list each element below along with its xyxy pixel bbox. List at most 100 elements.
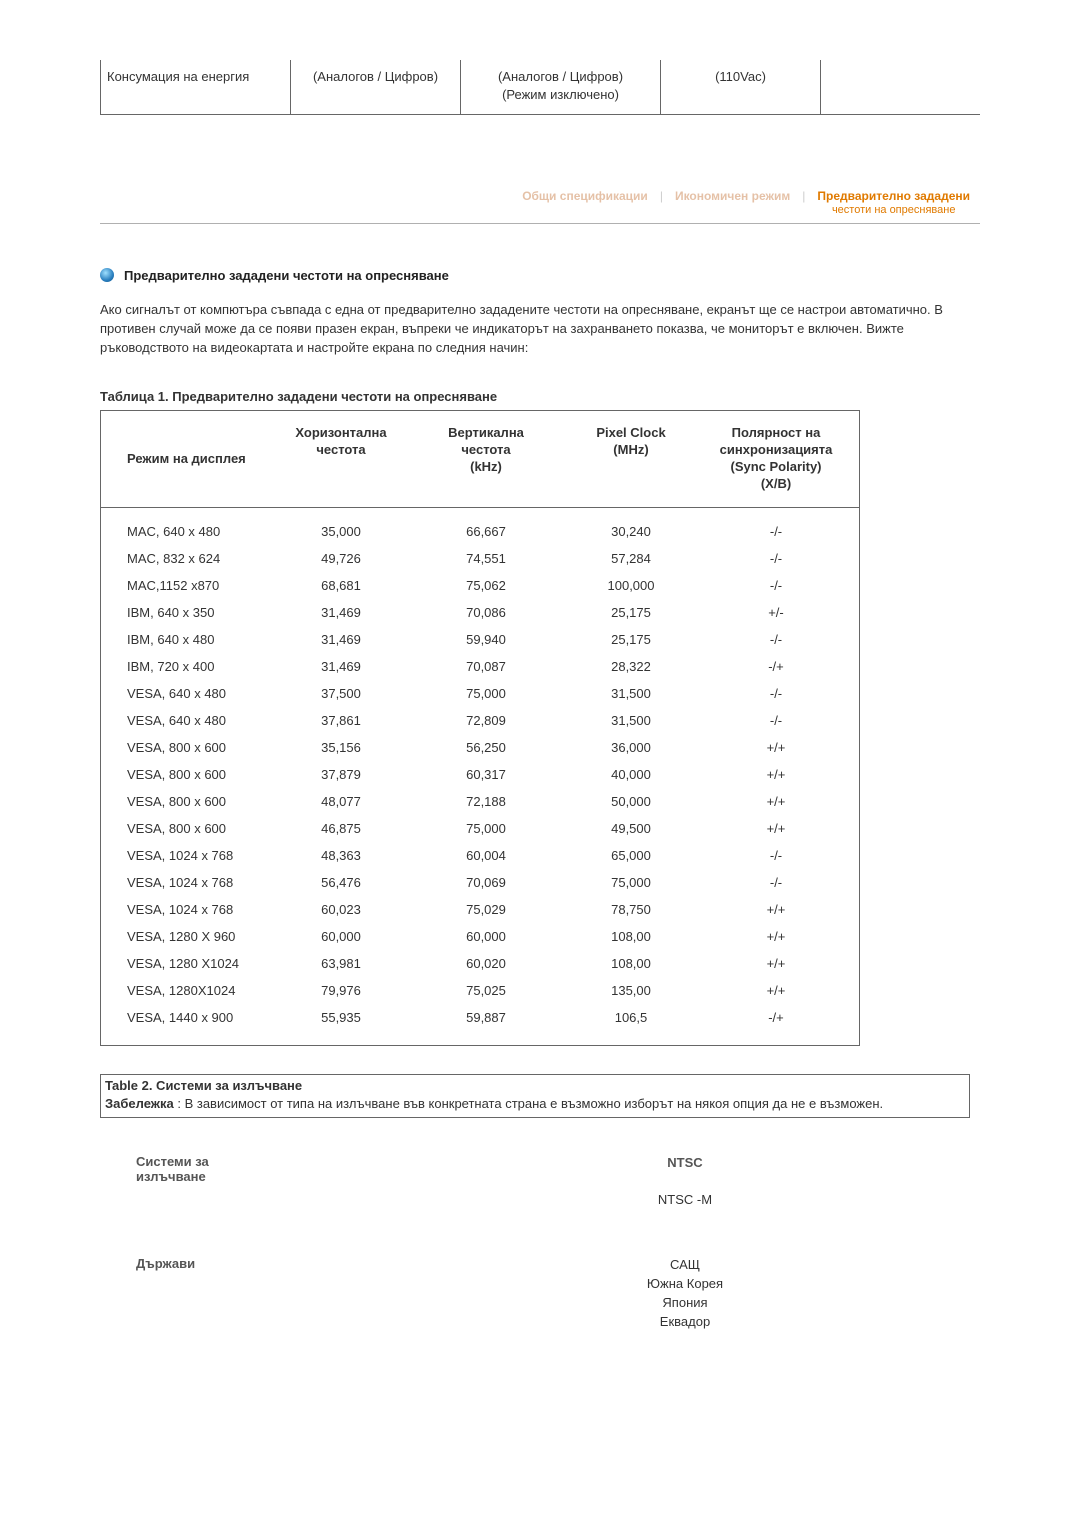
cell-sync: +/+ — [701, 740, 851, 755]
cell-mode: VESA, 1024 x 768 — [101, 902, 271, 917]
cell-hfreq: 35,156 — [271, 740, 411, 755]
th-vfreq-l2: честота — [461, 442, 510, 457]
cell-pclock: 40,000 — [561, 767, 701, 782]
cell-vfreq: 75,000 — [411, 821, 561, 836]
cell-pclock: 78,750 — [561, 902, 701, 917]
table-row: MAC,1152 x87068,68175,062100,000-/- — [101, 572, 859, 599]
table-row: VESA, 640 x 48037,86172,80931,500-/- — [101, 707, 859, 734]
table-row: MAC, 832 x 62449,72674,55157,284-/- — [101, 545, 859, 572]
cell-vfreq: 66,667 — [411, 524, 561, 539]
power-col-voltage: (110Vac) — [661, 60, 821, 114]
cell-sync: +/+ — [701, 929, 851, 944]
table2-note-text: : В зависимост от типа на излъчване във … — [174, 1096, 883, 1111]
table-row: VESA, 640 x 48037,50075,00031,500-/- — [101, 680, 859, 707]
cell-sync: +/- — [701, 605, 851, 620]
cell-mode: IBM, 640 x 350 — [101, 605, 271, 620]
cell-mode: VESA, 1024 x 768 — [101, 848, 271, 863]
tab-separator: | — [800, 185, 807, 207]
cell-sync: +/+ — [701, 821, 851, 836]
cell-pclock: 135,00 — [561, 983, 701, 998]
cell-mode: IBM, 640 x 480 — [101, 632, 271, 647]
table2-note-box: Table 2. Системи за излъчване Забележка … — [100, 1074, 970, 1118]
power-col3-line1: (Аналогов / Цифров) — [498, 69, 623, 84]
table-row: VESA, 800 x 60037,87960,31740,000+/+ — [101, 761, 859, 788]
cell-hfreq: 68,681 — [271, 578, 411, 593]
cell-vfreq: 60,000 — [411, 929, 561, 944]
cell-sync: -/+ — [701, 659, 851, 674]
cell-mode: IBM, 720 x 400 — [101, 659, 271, 674]
cell-vfreq: 59,887 — [411, 1010, 561, 1025]
cell-mode: VESA, 1280 X1024 — [101, 956, 271, 971]
th-pol-l1: Полярност на — [732, 425, 821, 440]
cell-hfreq: 63,981 — [271, 956, 411, 971]
broadcast-ntsc-head: NTSC — [400, 1154, 970, 1173]
th-vfreq-l3: (kHz) — [470, 459, 502, 474]
cell-vfreq: 72,809 — [411, 713, 561, 728]
th-vfreq-l1: Вертикална — [448, 425, 524, 440]
table-row: VESA, 1024 x 76848,36360,00465,000-/- — [101, 842, 859, 869]
cell-sync: +/+ — [701, 956, 851, 971]
power-col-analog-digital-2: (Аналогов / Цифров) (Режим изключено) — [461, 60, 661, 114]
cell-hfreq: 35,000 — [271, 524, 411, 539]
cell-sync: -/- — [701, 632, 851, 647]
th-pixel-clock: Pixel Clock (MHz) — [561, 425, 701, 493]
preset-frequency-table: Режим на дисплея Хоризонтална честота Ве… — [100, 410, 860, 1046]
cell-pclock: 50,000 — [561, 794, 701, 809]
cell-pclock: 31,500 — [561, 686, 701, 701]
cell-mode: VESA, 1024 x 768 — [101, 875, 271, 890]
table-row: MAC, 640 x 48035,00066,66730,240-/- — [101, 518, 859, 545]
th-pclock-l2: (MHz) — [613, 442, 648, 457]
cell-hfreq: 60,000 — [271, 929, 411, 944]
cell-hfreq: 48,077 — [271, 794, 411, 809]
table-row: VESA, 800 x 60048,07772,18850,000+/+ — [101, 788, 859, 815]
cell-mode: VESA, 800 x 600 — [101, 821, 271, 836]
cell-hfreq: 31,469 — [271, 632, 411, 647]
th-pol-l3: (Sync Polarity) — [730, 459, 821, 474]
cell-sync: -/- — [701, 686, 851, 701]
cell-vfreq: 70,086 — [411, 605, 561, 620]
cell-vfreq: 70,069 — [411, 875, 561, 890]
table-row: VESA, 1280X102479,97675,025135,00+/+ — [101, 977, 859, 1004]
tabs-inner: Общи спецификации | Икономичен режим | П… — [512, 185, 980, 223]
cell-pclock: 28,322 — [561, 659, 701, 674]
table-row: IBM, 640 x 48031,46959,94025,175-/- — [101, 626, 859, 653]
cell-hfreq: 60,023 — [271, 902, 411, 917]
tabs-bar: Общи спецификации | Икономичен режим | П… — [100, 185, 980, 224]
table-row: IBM, 720 x 40031,46970,08728,322-/+ — [101, 653, 859, 680]
cell-mode: VESA, 1440 x 900 — [101, 1010, 271, 1025]
cell-mode: MAC,1152 x870 — [101, 578, 271, 593]
table-row: VESA, 800 x 60035,15656,25036,000+/+ — [101, 734, 859, 761]
power-label: Консумация на енергия — [101, 60, 291, 114]
th-pol-l2: синхронизацията — [720, 442, 833, 457]
table-row: VESA, 1024 x 76860,02375,02978,750+/+ — [101, 896, 859, 923]
country-item: Южна Корея — [400, 1275, 970, 1294]
cell-vfreq: 60,317 — [411, 767, 561, 782]
tab-general-specs[interactable]: Общи спецификации — [512, 185, 658, 209]
cell-pclock: 31,500 — [561, 713, 701, 728]
cell-sync: -/- — [701, 713, 851, 728]
cell-sync: -/+ — [701, 1010, 851, 1025]
cell-vfreq: 75,029 — [411, 902, 561, 917]
cell-vfreq: 75,000 — [411, 686, 561, 701]
cell-mode: MAC, 640 x 480 — [101, 524, 271, 539]
cell-pclock: 75,000 — [561, 875, 701, 890]
cell-sync: +/+ — [701, 767, 851, 782]
table1-body: MAC, 640 x 48035,00066,66730,240-/-MAC, … — [101, 508, 859, 1045]
cell-hfreq: 31,469 — [271, 659, 411, 674]
broadcast-countries-label: Държави — [100, 1246, 400, 1341]
tab-preset-refresh[interactable]: Предварително зададени честоти на опресн… — [807, 185, 980, 223]
cell-hfreq: 31,469 — [271, 605, 411, 620]
table1-caption: Таблица 1. Предварително зададени честот… — [100, 389, 980, 404]
broadcast-systems-value: NTSC NTSC -M — [400, 1144, 970, 1220]
cell-sync: -/- — [701, 848, 851, 863]
broadcast-ntsc-sub: NTSC -M — [400, 1191, 970, 1210]
broadcast-left1-l1: Системи за — [136, 1154, 209, 1169]
country-item: САЩ — [400, 1256, 970, 1275]
cell-vfreq: 72,188 — [411, 794, 561, 809]
cell-hfreq: 37,500 — [271, 686, 411, 701]
table-row: VESA, 800 x 60046,87575,00049,500+/+ — [101, 815, 859, 842]
cell-vfreq: 75,062 — [411, 578, 561, 593]
tab-eco-mode[interactable]: Икономичен режим — [665, 185, 800, 209]
broadcast-systems-label: Системи за излъчване — [100, 1144, 400, 1220]
cell-pclock: 108,00 — [561, 929, 701, 944]
